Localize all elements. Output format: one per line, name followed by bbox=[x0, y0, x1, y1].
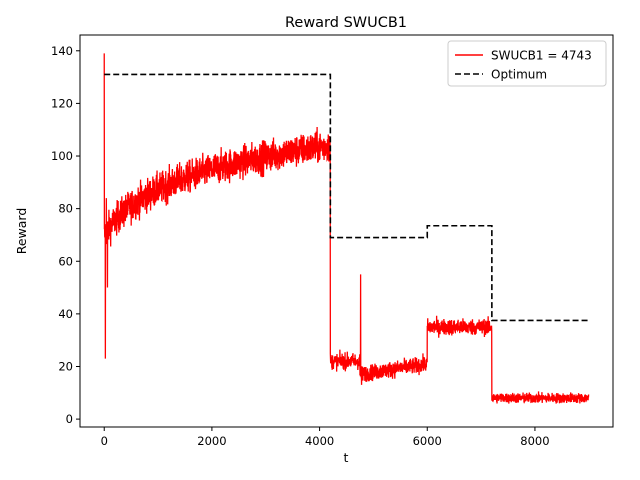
legend-box bbox=[447, 40, 607, 87]
legend-label-optimum: Optimum bbox=[491, 68, 547, 82]
y-tick-label: 0 bbox=[66, 412, 73, 426]
x-tick-label: 4000 bbox=[305, 434, 334, 448]
y-axis-label: Reward bbox=[14, 208, 29, 255]
y-tick-label: 100 bbox=[51, 149, 73, 163]
x-tick-label: 8000 bbox=[520, 434, 549, 448]
series-line-swucb1 bbox=[103, 53, 590, 404]
legend: SWUCB1 = 4743 Optimum bbox=[447, 40, 607, 87]
y-tick-label: 120 bbox=[51, 96, 73, 110]
x-tick-label: 6000 bbox=[413, 434, 442, 448]
y-tick-label: 20 bbox=[58, 359, 73, 373]
x-tick-label: 2000 bbox=[197, 434, 226, 448]
y-tick-label: 60 bbox=[58, 254, 73, 268]
series-line-optimum bbox=[104, 73, 589, 322]
chart-title: Reward SWUCB1 bbox=[285, 15, 407, 31]
y-tick-label: 80 bbox=[58, 202, 73, 216]
y-tick-label: 140 bbox=[51, 44, 73, 58]
plot-frame bbox=[79, 34, 614, 428]
legend-label-swucb1: SWUCB1 = 4743 bbox=[491, 49, 592, 63]
x-axis-label: t bbox=[344, 450, 349, 465]
y-tick-label: 40 bbox=[58, 307, 73, 321]
x-tick-label: 0 bbox=[101, 434, 108, 448]
